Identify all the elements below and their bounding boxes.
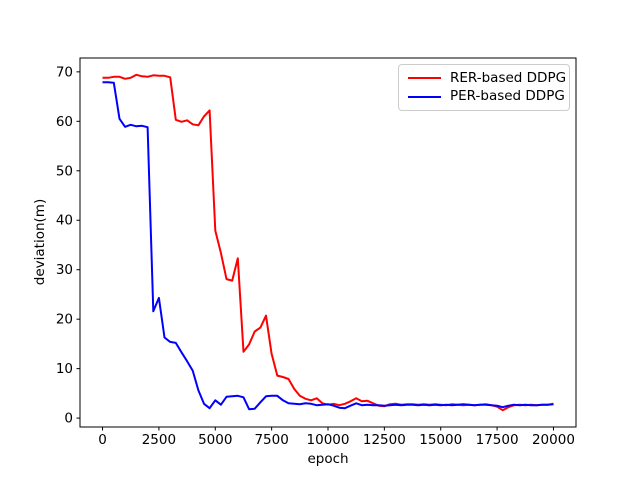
series-line-rer: [102, 73, 554, 412]
y-tick-label: 60: [56, 114, 73, 130]
x-tick-label: 10000: [307, 432, 350, 448]
x-tick-label: 15000: [419, 432, 462, 448]
red-line-swatch-icon: [408, 77, 441, 80]
legend-label-per: PER-based DDPG: [450, 88, 565, 104]
legend: RER-based DDPG PER-based DDPG: [398, 64, 570, 111]
y-tick-label: 10: [56, 361, 73, 377]
x-tick-label: 17500: [476, 432, 519, 448]
y-tick-label: 0: [64, 411, 73, 427]
blue-line-swatch-icon: [408, 95, 441, 98]
series-line-per: [102, 81, 554, 411]
y-axis-label: deviation(m): [32, 198, 48, 286]
y-tick-label: 70: [56, 64, 73, 80]
x-tick-label: 2500: [142, 432, 176, 448]
x-tick-label: 0: [98, 432, 107, 448]
y-tick-label: 50: [56, 163, 73, 179]
axes-frame: [79, 57, 577, 428]
x-tick-label: 20000: [532, 432, 575, 448]
y-tick-label: 40: [56, 213, 73, 229]
x-tick-label: 7500: [254, 432, 288, 448]
y-tick-label: 20: [56, 312, 73, 328]
legend-entry-rer: RER-based DDPG: [408, 71, 566, 86]
legend-entry-per: PER-based DDPG: [408, 89, 565, 104]
x-tick-label: 5000: [198, 432, 232, 448]
x-tick-label: 12500: [363, 432, 406, 448]
y-tick-label: 30: [56, 262, 73, 278]
x-axis-label: epoch: [307, 451, 349, 467]
legend-label-rer: RER-based DDPG: [450, 69, 567, 86]
